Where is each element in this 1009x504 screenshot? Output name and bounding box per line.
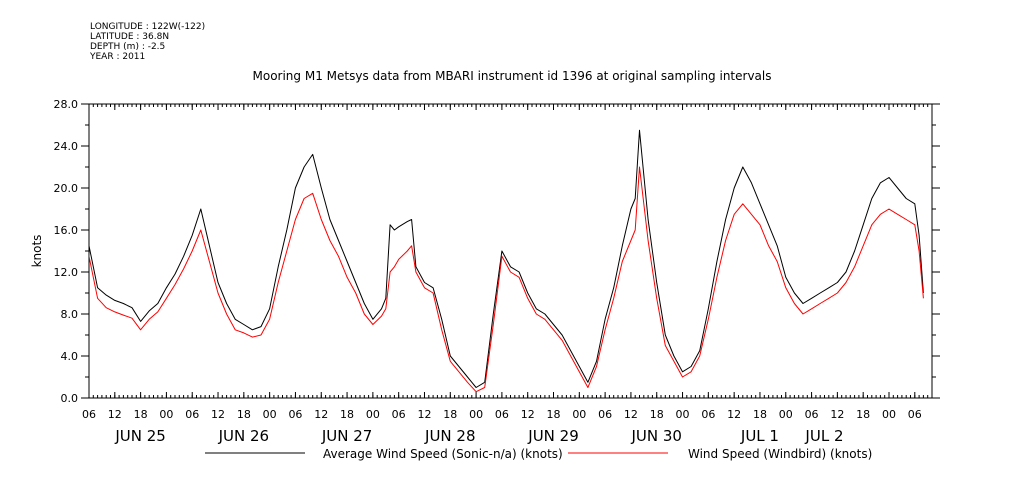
series-line-windbird	[89, 166, 924, 393]
y-axis-label: knots	[30, 235, 44, 268]
y-axis: 0.0 4.0 8.0 12.0 16.0 20.0 24.0 28.0	[54, 98, 940, 405]
depth-label: DEPTH (m) : -2.5	[90, 42, 166, 52]
x-tick-label: 12	[521, 408, 535, 421]
station-metadata: LONGITUDE : 122W(-122) LATITUDE : 36.8N …	[90, 22, 205, 62]
date-label: JUN 25	[114, 427, 165, 445]
series-group	[89, 129, 924, 393]
longitude-label: LONGITUDE : 122W(-122)	[90, 22, 206, 32]
y-tick-label: 28.0	[54, 98, 79, 111]
date-label: JUN 29	[527, 427, 578, 445]
x-tick-label: 12	[624, 408, 638, 421]
legend-label: Average Wind Speed (Sonic-n/a) (knots)	[323, 447, 563, 461]
x-tick-label: 12	[211, 408, 225, 421]
x-tick-label: 18	[856, 408, 870, 421]
minor-tick-marks	[85, 103, 936, 399]
date-label: JUN 27	[321, 427, 372, 445]
x-tick-label: 00	[366, 408, 380, 421]
x-axis: 06 12 18 00 06 12 18 00 06 12 18 00 06 12 18 00 06 12 18 00…	[82, 104, 922, 421]
x-tick-label: 06	[805, 408, 819, 421]
x-tick-label: 00	[159, 408, 173, 421]
x-tick-label: 06	[288, 408, 302, 421]
series-line-sonic	[89, 129, 924, 388]
chart-title: Mooring M1 Metsys data from MBARI instru…	[253, 69, 772, 83]
x-tick-label: 00	[572, 408, 586, 421]
x-tick-label: 06	[185, 408, 199, 421]
x-tick-label: 06	[598, 408, 612, 421]
x-tick-label: 06	[82, 408, 96, 421]
x-tick-label: 06	[701, 408, 715, 421]
x-tick-label: 18	[753, 408, 767, 421]
date-label: JUN 28	[424, 427, 475, 445]
date-label: JUN 26	[218, 427, 269, 445]
x-tick-label: 18	[237, 408, 251, 421]
y-tick-label: 20.0	[54, 182, 79, 195]
x-tick-label: 18	[340, 408, 354, 421]
minor-ticks	[85, 103, 936, 399]
date-labels: JUN 25 JUN 26 JUN 27 JUN 28 JUN 29 JUN 30 JUL …	[114, 427, 843, 445]
y-tick-label: 4.0	[61, 350, 79, 363]
date-label: JUN 30	[630, 427, 681, 445]
x-tick-label: 12	[314, 408, 328, 421]
x-tick-label: 18	[547, 408, 561, 421]
date-label: JUL 2	[804, 427, 843, 445]
x-tick-label: 06	[495, 408, 509, 421]
x-tick-label: 12	[830, 408, 844, 421]
y-tick-label: 16.0	[54, 224, 79, 237]
y-tick-label: 12.0	[54, 266, 79, 279]
x-tick-label: 12	[417, 408, 431, 421]
x-tick-label: 00	[882, 408, 896, 421]
legend-label: Wind Speed (Windbird) (knots)	[688, 447, 872, 461]
x-tick-label: 18	[650, 408, 664, 421]
x-tick-label: 12	[727, 408, 741, 421]
x-tick-label: 12	[108, 408, 122, 421]
date-label: JUL 1	[740, 427, 779, 445]
latitude-label: LATITUDE : 36.8N	[90, 32, 170, 42]
plot-area-border	[88, 103, 933, 399]
legend: Average Wind Speed (Sonic-n/a) (knots) Wi…	[205, 447, 872, 461]
year-label: YEAR : 2011	[90, 52, 146, 62]
plot-frame	[88, 103, 933, 399]
x-tick-label: 00	[676, 408, 690, 421]
x-tick-label: 18	[443, 408, 457, 421]
x-tick-label: 18	[134, 408, 148, 421]
x-tick-label: 00	[469, 408, 483, 421]
x-tick-label: 06	[392, 408, 406, 421]
y-tick-label: 0.0	[61, 392, 79, 405]
y-tick-label: 8.0	[61, 308, 79, 321]
x-tick-label: 00	[779, 408, 793, 421]
x-tick-label: 06	[908, 408, 922, 421]
y-tick-label: 24.0	[54, 140, 79, 153]
x-tick-label: 00	[263, 408, 277, 421]
